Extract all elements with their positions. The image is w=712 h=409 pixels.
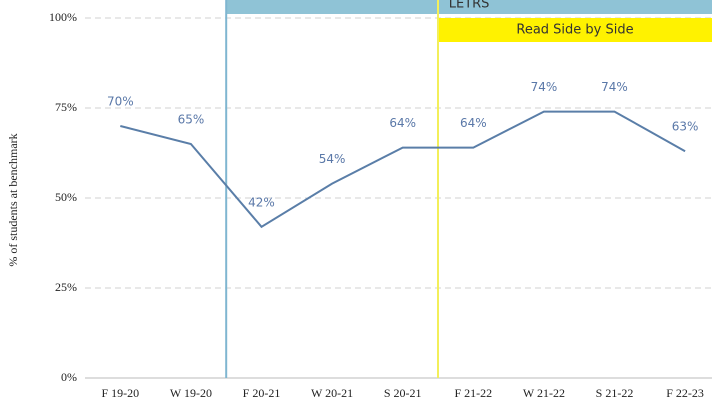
y-tick-label: 75%: [55, 100, 77, 114]
data-label: 65%: [178, 113, 205, 127]
data-label: 64%: [460, 116, 487, 130]
data-label: 42%: [248, 195, 275, 209]
data-label: 64%: [389, 116, 416, 130]
x-tick-label: S 21-22: [596, 386, 634, 400]
annotation-label: Read Side by Side: [516, 23, 633, 38]
data-line: [120, 110, 686, 229]
y-tick-label: 25%: [55, 280, 77, 294]
x-tick-label: F 19-20: [101, 386, 139, 400]
x-tick-label: S 20-21: [384, 386, 422, 400]
data-label: 70%: [107, 95, 134, 109]
y-tick-label: 0%: [61, 370, 77, 384]
annotation-band: [226, 0, 712, 14]
data-label: 74%: [531, 80, 558, 94]
x-tick-label: W 19-20: [170, 386, 212, 400]
x-tick-label: W 20-21: [311, 386, 353, 400]
annotation-band: [438, 18, 712, 42]
y-tick-label: 100%: [49, 10, 77, 24]
data-label: 63%: [672, 120, 699, 134]
annotation-label: LETRS: [449, 0, 490, 12]
y-tick-label: 50%: [55, 190, 77, 204]
data-label: 54%: [319, 152, 346, 166]
y-axis-label: % of students at benchmark: [6, 133, 20, 266]
data-label: 74%: [601, 80, 628, 94]
x-tick-label: F 22-23: [666, 386, 704, 400]
x-tick-label: F 21-22: [454, 386, 492, 400]
x-tick-label: W 21-22: [523, 386, 565, 400]
x-tick-label: F 20-21: [243, 386, 281, 400]
